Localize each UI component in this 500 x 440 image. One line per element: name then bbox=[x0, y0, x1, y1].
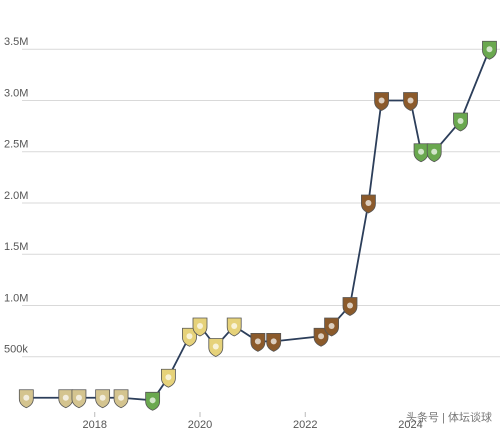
club-marker bbox=[18, 389, 34, 409]
club-marker bbox=[161, 368, 176, 388]
club-marker bbox=[95, 389, 111, 409]
club-marker bbox=[208, 338, 224, 357]
watermark: 头条号 | 体坛谈球 bbox=[406, 410, 492, 424]
x-tick-label: 2024 bbox=[398, 419, 422, 431]
crest-center bbox=[328, 323, 335, 329]
crest-center bbox=[75, 394, 82, 401]
club-marker bbox=[374, 92, 389, 111]
crest-center bbox=[186, 333, 193, 340]
y-tick-label: 500k bbox=[4, 344, 28, 356]
crest-center bbox=[197, 323, 203, 329]
club-marker bbox=[482, 40, 497, 60]
club-marker bbox=[250, 332, 266, 352]
crest-center bbox=[23, 394, 30, 401]
club-marker bbox=[113, 389, 129, 409]
crest-center bbox=[407, 97, 414, 104]
crest-center bbox=[378, 97, 385, 104]
club-marker bbox=[342, 297, 358, 316]
y-tick-label: 1.0M bbox=[4, 292, 28, 304]
crest-center bbox=[165, 374, 172, 381]
club-marker bbox=[426, 143, 442, 163]
crest-center bbox=[231, 323, 238, 329]
crest-center bbox=[318, 333, 325, 340]
club-marker bbox=[226, 317, 242, 337]
crest-center bbox=[486, 46, 493, 53]
crest-center bbox=[149, 397, 156, 404]
crest-center bbox=[347, 302, 353, 309]
club-marker bbox=[71, 389, 87, 409]
crest-center bbox=[418, 148, 425, 155]
crest-center bbox=[118, 394, 125, 401]
x-tick-label: 2020 bbox=[188, 419, 212, 431]
y-tick-label: 2.0M bbox=[4, 190, 28, 202]
club-marker bbox=[58, 389, 74, 409]
crest-center bbox=[365, 200, 372, 206]
club-marker bbox=[182, 327, 197, 347]
club-marker bbox=[413, 143, 429, 163]
club-marker bbox=[361, 194, 376, 214]
y-tick-label: 1.5M bbox=[4, 241, 28, 253]
y-tick-label: 3.5M bbox=[4, 36, 28, 48]
club-marker bbox=[453, 112, 468, 132]
club-marker bbox=[266, 332, 282, 352]
club-marker bbox=[192, 317, 208, 337]
x-tick-label: 2018 bbox=[82, 419, 106, 431]
y-tick-label: 3.0M bbox=[4, 87, 28, 99]
club-marker bbox=[313, 327, 329, 347]
crest-center bbox=[99, 394, 106, 401]
crest-center bbox=[270, 338, 277, 345]
crest-center bbox=[431, 148, 438, 155]
crest-center bbox=[212, 343, 219, 350]
club-marker bbox=[324, 317, 339, 337]
x-tick-label: 2022 bbox=[293, 419, 317, 431]
club-marker bbox=[403, 92, 418, 111]
crest-center bbox=[457, 118, 464, 124]
club-marker bbox=[145, 391, 161, 411]
crest-center bbox=[62, 394, 69, 401]
y-tick-label: 2.5M bbox=[4, 139, 28, 151]
crest-center bbox=[254, 338, 261, 345]
